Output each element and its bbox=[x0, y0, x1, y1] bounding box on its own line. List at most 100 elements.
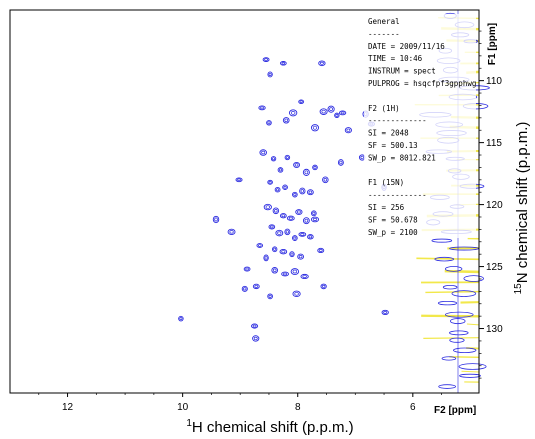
peak-ring-outer bbox=[327, 105, 335, 113]
peak-ring-outer bbox=[277, 167, 284, 173]
peak-ring-outer bbox=[279, 61, 287, 66]
y-tick-label: 110 bbox=[486, 76, 502, 87]
x-axis-title: 1H chemical shift (p.p.m.) bbox=[186, 418, 353, 436]
peak-ring-outer bbox=[293, 161, 301, 168]
peak-contour bbox=[334, 112, 340, 119]
peak-contour bbox=[263, 203, 272, 211]
peak-contour bbox=[266, 120, 272, 126]
peak-ring-outer bbox=[275, 229, 284, 237]
peak-contour bbox=[322, 176, 329, 184]
peak-contour bbox=[284, 228, 291, 236]
peak-contour bbox=[262, 57, 270, 62]
peak-contour bbox=[284, 154, 291, 161]
projection-trace bbox=[416, 257, 480, 261]
parameter-line: ------------- bbox=[368, 191, 427, 200]
peak-ring-inner bbox=[340, 111, 345, 115]
peak-contour bbox=[271, 267, 279, 274]
peak-contour bbox=[272, 246, 278, 253]
peak-ring-outer bbox=[274, 187, 281, 193]
parameter-line: ------------- bbox=[368, 116, 427, 125]
peak-ring-outer bbox=[292, 191, 298, 198]
peak-ring-outer bbox=[258, 105, 266, 111]
peak-ring-inner bbox=[321, 284, 326, 288]
peak-ring-outer bbox=[178, 315, 184, 322]
peak-contour bbox=[281, 271, 289, 277]
x-axis-unit-label: F2 [ppm] bbox=[434, 405, 476, 416]
peak-ring-outer bbox=[302, 217, 310, 225]
peak-ring-inner bbox=[283, 272, 288, 276]
peak-ring-inner bbox=[300, 233, 305, 236]
peak-ring-inner bbox=[318, 249, 323, 252]
peak-ring-outer bbox=[266, 120, 272, 126]
peak-ring-inner bbox=[304, 218, 309, 223]
peak-ring-outer bbox=[252, 283, 260, 290]
peak-ring-inner bbox=[245, 267, 249, 271]
peak-ring-inner bbox=[264, 58, 268, 61]
peak-ring-outer bbox=[267, 293, 273, 300]
peak-contour bbox=[293, 161, 301, 168]
peak-ring-outer bbox=[310, 124, 319, 132]
peak-contour bbox=[274, 187, 281, 193]
peak-ring-inner bbox=[285, 230, 289, 234]
peak-contour bbox=[286, 215, 295, 221]
peak-ring-outer bbox=[272, 207, 280, 215]
peak-contour bbox=[299, 187, 306, 195]
peak-contour bbox=[252, 335, 260, 342]
y-axis-ticks: 110 115 120 125 130 bbox=[479, 30, 503, 379]
peak-ring-outer bbox=[334, 112, 340, 119]
peak-ring-outer bbox=[288, 109, 298, 117]
peak-contour bbox=[310, 124, 319, 132]
peak-contour bbox=[311, 210, 317, 217]
peak-ring-outer bbox=[267, 71, 273, 78]
peak-contour bbox=[319, 108, 328, 115]
peak-ring-outer bbox=[256, 243, 264, 248]
peak-ring-inner bbox=[270, 225, 274, 229]
peak-ring-inner bbox=[268, 72, 272, 77]
peak-ring-outer bbox=[307, 234, 314, 240]
peak-contour bbox=[268, 224, 276, 230]
peak-contour bbox=[279, 213, 287, 219]
parameter-line: SI = 256 bbox=[368, 203, 405, 212]
x-tick-label: 6 bbox=[410, 402, 416, 413]
projection-contour bbox=[437, 300, 458, 306]
peak-contour bbox=[317, 247, 325, 254]
y-axis-unit-label: F1 [ppm] bbox=[487, 23, 498, 65]
peak-contour bbox=[270, 156, 277, 162]
peak-contour bbox=[298, 232, 307, 237]
peak-ring-inner bbox=[293, 236, 297, 240]
peak-ring-outer bbox=[317, 247, 325, 254]
parameter-line: F2 (1H) bbox=[368, 104, 400, 113]
peak-ring-inner bbox=[265, 205, 270, 209]
peak-ring-outer bbox=[311, 210, 317, 217]
peak-contour bbox=[272, 207, 280, 215]
peak-ring-inner bbox=[292, 269, 298, 274]
parameter-line: SF = 50.678 bbox=[368, 215, 418, 224]
peak-ring-inner bbox=[272, 268, 277, 273]
peak-ring-inner bbox=[312, 125, 318, 130]
peak-contour bbox=[337, 159, 344, 166]
peak-contour bbox=[292, 235, 298, 241]
peak-ring-outer bbox=[337, 159, 344, 166]
projection-contour bbox=[441, 356, 457, 361]
peak-ring-outer bbox=[344, 127, 352, 134]
peak-ring-inner bbox=[293, 193, 297, 197]
peak-contour bbox=[295, 209, 303, 215]
projection-contour bbox=[431, 238, 453, 243]
peak-contour bbox=[302, 217, 310, 225]
x-axis-title-text: H chemical shift (p.p.m.) bbox=[192, 419, 354, 436]
peak-contour bbox=[251, 323, 259, 329]
peak-ring-outer bbox=[272, 246, 278, 253]
peak-ring-outer bbox=[297, 253, 304, 260]
peak-contour bbox=[292, 290, 301, 298]
peak-ring-outer bbox=[279, 213, 287, 219]
peak-ring-inner bbox=[281, 250, 286, 254]
peak-ring-inner bbox=[304, 170, 309, 175]
peak-contour bbox=[252, 283, 260, 290]
projection-contour bbox=[438, 384, 457, 389]
peak-ring-inner bbox=[252, 324, 257, 328]
peak-ring-outer bbox=[292, 235, 298, 241]
peak-contour bbox=[263, 254, 269, 262]
peak-contour bbox=[275, 229, 284, 237]
y-tick-label: 115 bbox=[486, 138, 502, 149]
peak-contour bbox=[320, 283, 327, 290]
